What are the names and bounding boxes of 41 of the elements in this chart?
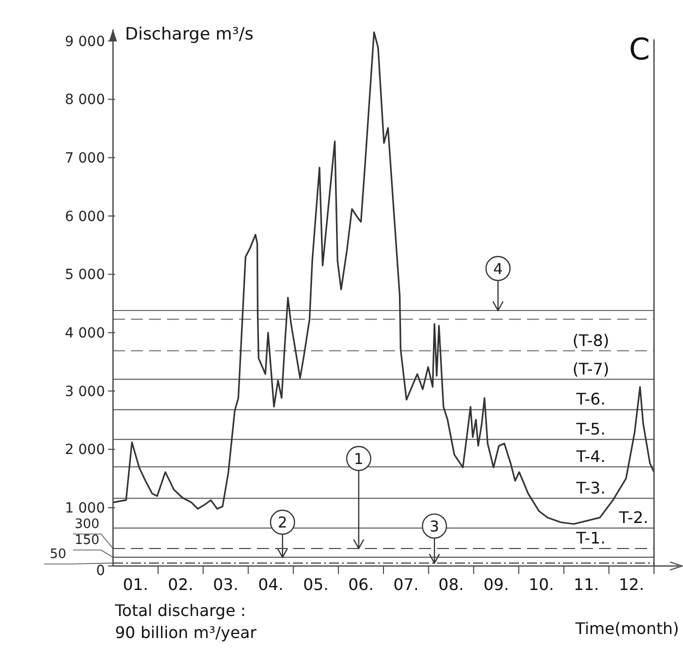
x-tick-label: 10. bbox=[528, 575, 554, 594]
y-tick-label: 8 000 bbox=[64, 92, 105, 108]
x-tick-label: 06. bbox=[348, 575, 374, 594]
y-tick-label: 4 000 bbox=[64, 326, 105, 342]
annotation: 1 bbox=[354, 450, 364, 468]
ref-line-label: (T-7) bbox=[572, 359, 610, 378]
ref-line-label: 300 bbox=[74, 517, 100, 532]
ref-line-label: T-6. bbox=[575, 390, 606, 409]
x-tick-label: 11. bbox=[574, 575, 600, 594]
ref-line-label: T-4. bbox=[575, 446, 606, 466]
y-tick-label: 5 000 bbox=[64, 267, 105, 284]
ref-line-label: (T-8) bbox=[572, 330, 610, 350]
y-tick-label: 7 000 bbox=[64, 150, 105, 167]
annotation: 3 bbox=[430, 517, 440, 536]
x-axis-title: Time(month) bbox=[574, 619, 679, 638]
y-tick-label: 3 000 bbox=[64, 384, 105, 400]
x-tick-label: 07. bbox=[393, 575, 419, 594]
annotation: C bbox=[629, 32, 650, 68]
x-tick-label: 04. bbox=[258, 575, 284, 594]
y-tick-label: 9 000 bbox=[64, 34, 105, 50]
annotation: 2 bbox=[278, 514, 288, 532]
y-tick-label: 6 000 bbox=[64, 208, 105, 225]
x-tick-label: 03. bbox=[212, 575, 238, 594]
x-tick-label: 02. bbox=[168, 575, 194, 594]
y-tick-label: 1 000 bbox=[64, 500, 105, 517]
x-tick-label: 05. bbox=[303, 575, 329, 594]
y-axis-title: Discharge m³/s bbox=[125, 24, 254, 44]
ref-line-label: 50 bbox=[50, 547, 66, 562]
annotation: 4 bbox=[493, 260, 503, 278]
ref-line-label: T-2. bbox=[618, 508, 648, 528]
text: Total discharge : 90 billion m³/year bbox=[114, 601, 257, 642]
annotation: T-1. bbox=[575, 528, 606, 548]
x-tick-label: 12. bbox=[618, 575, 644, 594]
ref-line-label: T-3. bbox=[575, 478, 606, 498]
ref-line-label: 150 bbox=[74, 533, 100, 548]
x-tick-label: 08. bbox=[438, 575, 464, 594]
y-tick-label: 2 000 bbox=[64, 442, 105, 458]
y-tick-label: 0 bbox=[96, 562, 105, 579]
x-tick-label: 09. bbox=[483, 575, 509, 594]
ref-line-label: T-5. bbox=[575, 419, 606, 438]
x-tick-label: 01. bbox=[122, 575, 148, 594]
